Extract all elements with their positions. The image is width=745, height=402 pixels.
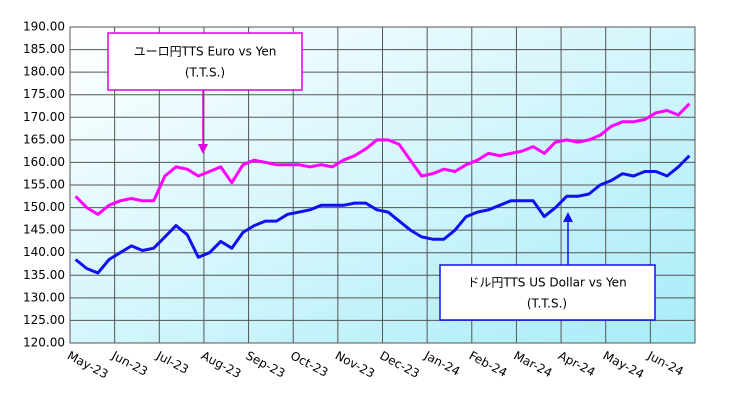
x-tick-label: Aug-23 (199, 348, 244, 381)
x-tick-label: Jul-23 (153, 348, 191, 377)
annotation-text: ユーロ円TTS Euro vs Yen (134, 45, 277, 59)
annotation-text: (T.T.S.) (185, 66, 225, 80)
x-tick-label: Feb-24 (467, 348, 510, 380)
x-tick-label: Mar-24 (511, 348, 554, 380)
annotation-text: ドル円TTS US Dollar vs Yen (467, 276, 626, 290)
y-tick-label: 135.00 (23, 268, 65, 282)
y-tick-label: 185.00 (23, 42, 65, 56)
series-line (74, 102, 691, 216)
x-tick-label: Apr-24 (556, 348, 598, 379)
y-tick-label: 125.00 (23, 313, 65, 327)
y-tick-label: 150.00 (23, 200, 65, 214)
y-tick-label: 190.00 (23, 20, 65, 34)
y-tick-label: 140.00 (23, 245, 65, 259)
y-tick-label: 145.00 (23, 223, 65, 237)
y-tick-label: 160.00 (23, 155, 65, 169)
y-tick-label: 120.00 (23, 336, 65, 350)
x-tick-label: Nov-23 (333, 348, 377, 380)
x-tick-label: May-23 (65, 348, 111, 381)
annotation-box (439, 264, 656, 321)
y-tick-label: 180.00 (23, 65, 65, 79)
annotation-arrowhead (198, 144, 208, 154)
y-tick-label: 130.00 (23, 290, 65, 304)
y-tick-label: 175.00 (23, 87, 65, 101)
y-tick-label: 165.00 (23, 132, 65, 146)
x-tick-label: May-24 (601, 348, 647, 381)
x-tick-label: Jun-23 (109, 348, 150, 379)
annotation-box (107, 32, 303, 91)
x-tick-label: Sep-23 (244, 348, 288, 380)
x-tick-label: Dec-23 (377, 348, 421, 380)
y-tick-label: 170.00 (23, 110, 65, 124)
y-tick-label: 155.00 (23, 178, 65, 192)
annotation-text: (T.T.S.) (527, 297, 567, 311)
annotation-arrowhead (563, 212, 573, 222)
x-tick-label: Oct-23 (288, 348, 330, 379)
x-tick-label: Jan-24 (421, 348, 462, 379)
series-line (74, 154, 691, 275)
x-tick-label: Jun-24 (644, 348, 685, 379)
